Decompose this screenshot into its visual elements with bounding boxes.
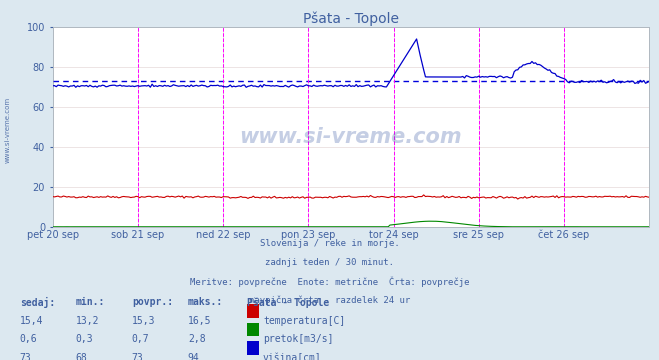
Text: min.:: min.:	[76, 297, 105, 307]
Text: 2,8: 2,8	[188, 334, 206, 345]
Text: 73: 73	[20, 353, 32, 360]
Text: navpična črta - razdelek 24 ur: navpična črta - razdelek 24 ur	[249, 296, 410, 305]
Text: www.si-vreme.com: www.si-vreme.com	[240, 127, 462, 147]
Text: 15,3: 15,3	[132, 316, 156, 326]
Text: temperatura[C]: temperatura[C]	[263, 316, 345, 326]
Text: 94: 94	[188, 353, 200, 360]
Text: Pšata - Topole: Pšata - Topole	[247, 297, 330, 307]
Text: sedaj:: sedaj:	[20, 297, 55, 308]
Text: 13,2: 13,2	[76, 316, 100, 326]
Text: Slovenija / reke in morje.: Slovenija / reke in morje.	[260, 239, 399, 248]
Text: 68: 68	[76, 353, 88, 360]
Text: zadnji teden / 30 minut.: zadnji teden / 30 minut.	[265, 258, 394, 267]
Text: Meritve: povprečne  Enote: metrične  Črta: povprečje: Meritve: povprečne Enote: metrične Črta:…	[190, 277, 469, 287]
Title: Pšata - Topole: Pšata - Topole	[303, 11, 399, 26]
Text: maks.:: maks.:	[188, 297, 223, 307]
Text: 73: 73	[132, 353, 144, 360]
Text: povpr.:: povpr.:	[132, 297, 173, 307]
Text: 0,3: 0,3	[76, 334, 94, 345]
Text: 0,7: 0,7	[132, 334, 150, 345]
Text: 15,4: 15,4	[20, 316, 43, 326]
Text: www.si-vreme.com: www.si-vreme.com	[5, 96, 11, 163]
Text: 0,6: 0,6	[20, 334, 38, 345]
Text: višina[cm]: višina[cm]	[263, 353, 322, 360]
Text: pretok[m3/s]: pretok[m3/s]	[263, 334, 333, 345]
Text: 16,5: 16,5	[188, 316, 212, 326]
